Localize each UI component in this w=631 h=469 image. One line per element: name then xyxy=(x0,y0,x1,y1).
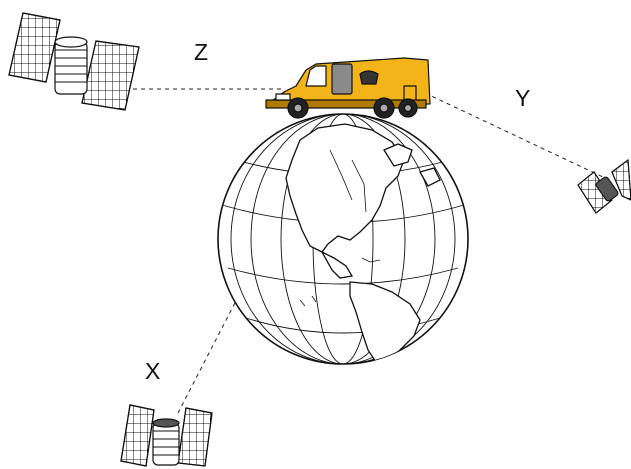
satellite-icon xyxy=(577,158,631,214)
label-x: X xyxy=(145,358,160,384)
signal-line-y xyxy=(424,92,604,178)
survey-van-icon xyxy=(265,57,431,119)
globe-icon xyxy=(217,113,469,365)
satellite-icon xyxy=(120,404,213,467)
label-y: Y xyxy=(515,85,530,111)
label-z: Z xyxy=(194,39,208,65)
satellite-icon xyxy=(8,12,140,111)
